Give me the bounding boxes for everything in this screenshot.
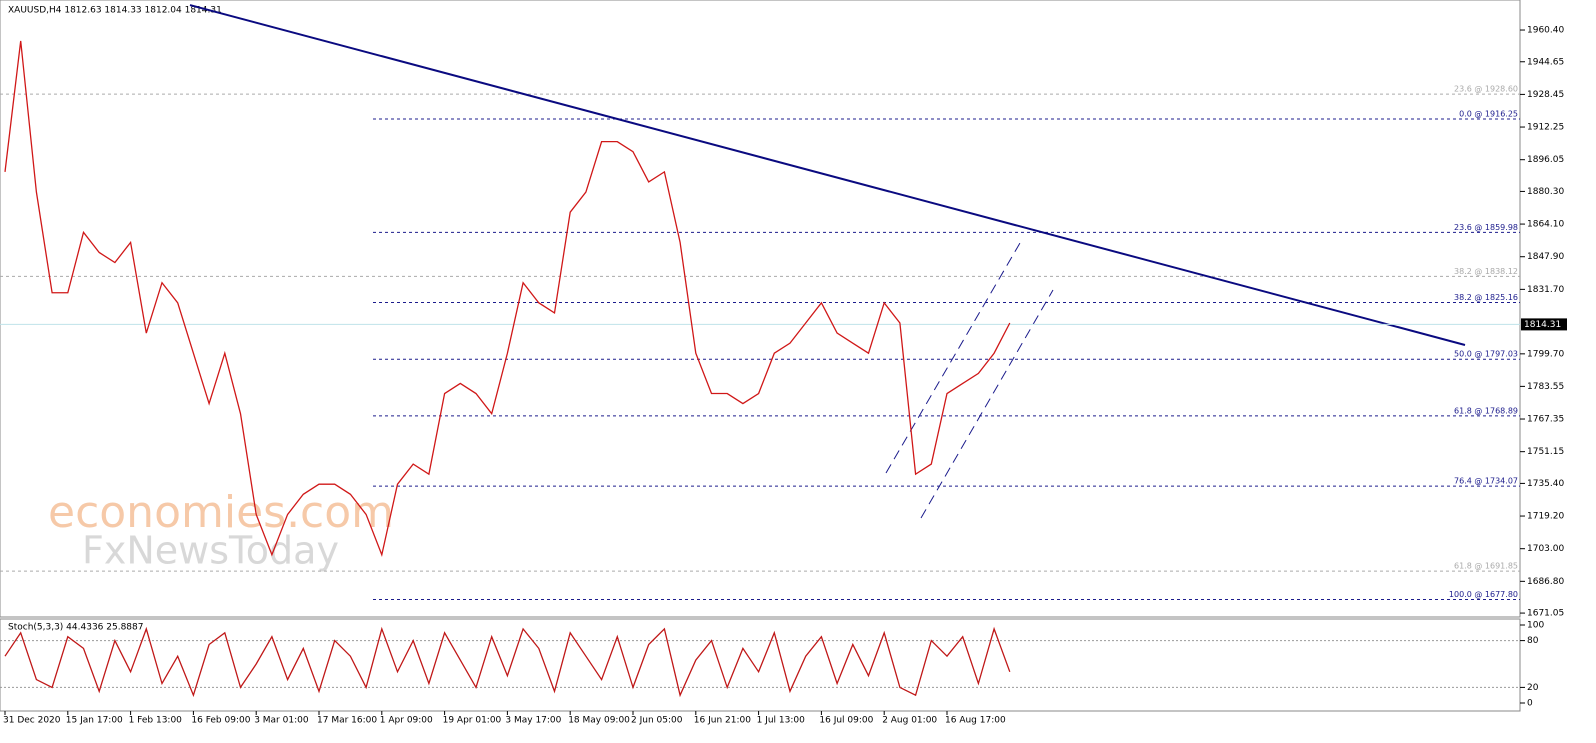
x-tick-label: 2 Jun 05:00 [631, 716, 683, 726]
current-price-box [1521, 318, 1567, 331]
x-tick-label: 2 Aug 01:00 [882, 716, 937, 726]
y-tick-label: 1719.20 [1527, 512, 1564, 522]
x-tick-label: 3 Mar 01:00 [254, 716, 309, 726]
price-panel [0, 0, 1521, 618]
stoch-panel [0, 618, 1521, 712]
y-tick-label: 1960.40 [1527, 26, 1564, 36]
y-tick-label: 1686.80 [1527, 577, 1564, 587]
x-tick-label: 16 Jul 09:00 [819, 716, 873, 726]
fib-label: 23.6 @ 1859.98 [1454, 223, 1518, 232]
y-tick-label: 1831.70 [1527, 285, 1564, 295]
fib-label: 61.8 @ 1768.89 [1454, 406, 1518, 415]
x-tick-label: 15 Jan 17:00 [66, 716, 123, 726]
y-tick-label: 1799.70 [1527, 349, 1564, 359]
y-tick-label: 1944.65 [1527, 57, 1564, 67]
fib-label: 38.2 @ 1825.16 [1454, 293, 1518, 302]
y-tick-label: 1847.90 [1527, 252, 1564, 262]
y-tick-label: 1928.45 [1527, 90, 1564, 100]
x-tick-label: 1 Feb 13:00 [129, 716, 183, 726]
fib-label: 61.8 @ 1691.85 [1454, 562, 1518, 571]
trendline [189, 4, 1466, 346]
x-tick-label: 18 May 09:00 [568, 716, 630, 726]
x-tick-label: 19 Apr 01:00 [443, 716, 502, 726]
channel-line [920, 289, 1054, 519]
fib-label: 50.0 @ 1797.03 [1454, 350, 1518, 359]
y-tick-label: 80 [1527, 636, 1539, 646]
y-tick-label: 1912.25 [1527, 123, 1564, 133]
fib-label: 76.4 @ 1734.07 [1454, 477, 1518, 486]
y-tick-label: 1783.55 [1527, 382, 1564, 392]
x-tick-label: 1 Jul 13:00 [757, 716, 806, 726]
fib-label: 23.6 @ 1928.60 [1454, 85, 1518, 94]
y-tick-label: 100 [1527, 621, 1544, 631]
chart-title: XAUUSD,H4 1812.63 1814.33 1812.04 1814.3… [8, 6, 222, 16]
y-tick-label: 1703.00 [1527, 544, 1564, 554]
fib-label: 100.0 @ 1677.80 [1449, 590, 1518, 599]
watermark: FxNewsToday [82, 529, 339, 573]
x-tick-label: 16 Feb 09:00 [191, 716, 250, 726]
y-tick-label: 1751.15 [1527, 447, 1564, 457]
x-tick-label: 16 Jun 21:00 [694, 716, 751, 726]
y-tick-label: 1864.10 [1527, 220, 1564, 230]
x-tick-label: 17 Mar 16:00 [317, 716, 377, 726]
y-tick-label: 1896.05 [1527, 155, 1564, 165]
series-line [4, 40, 1011, 557]
watermark: economies.com [48, 487, 394, 538]
fib-label: 38.2 @ 1838.12 [1454, 267, 1518, 276]
y-tick-label: 1671.05 [1527, 609, 1564, 619]
x-tick-label: 16 Aug 17:00 [945, 716, 1006, 726]
y-tick-label: 1880.30 [1527, 187, 1564, 197]
indicator-title: Stoch(5,3,3) 44.4336 25.8887 [8, 623, 143, 633]
x-tick-label: 1 Apr 09:00 [380, 716, 433, 726]
x-tick-label: 31 Dec 2020 [3, 716, 61, 726]
fib-label: 0.0 @ 1916.25 [1459, 109, 1518, 118]
y-tick-label: 0 [1527, 699, 1533, 709]
x-tick-label: 3 May 17:00 [505, 716, 561, 726]
series-line [4, 626, 1011, 698]
y-tick-label: 20 [1527, 683, 1539, 693]
channel-line [885, 242, 1021, 474]
y-tick-label: 1735.40 [1527, 479, 1564, 489]
y-tick-label: 1767.35 [1527, 415, 1564, 425]
current-price-label: 1814.31 [1524, 320, 1561, 330]
